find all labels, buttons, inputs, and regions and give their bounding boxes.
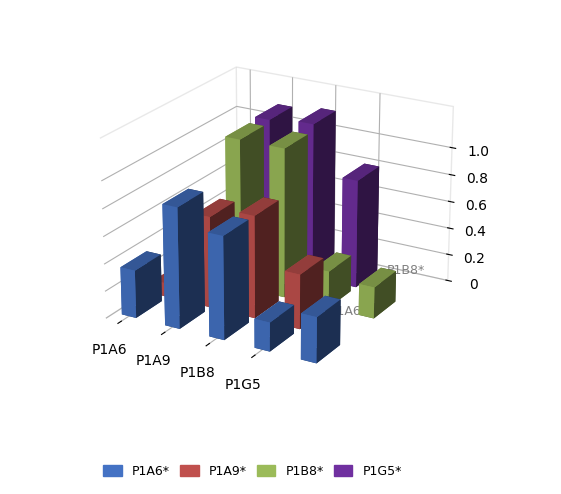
Legend: P1A6*, P1A9*, P1B8*, P1G5*: P1A6*, P1A9*, P1B8*, P1G5*	[98, 460, 407, 483]
